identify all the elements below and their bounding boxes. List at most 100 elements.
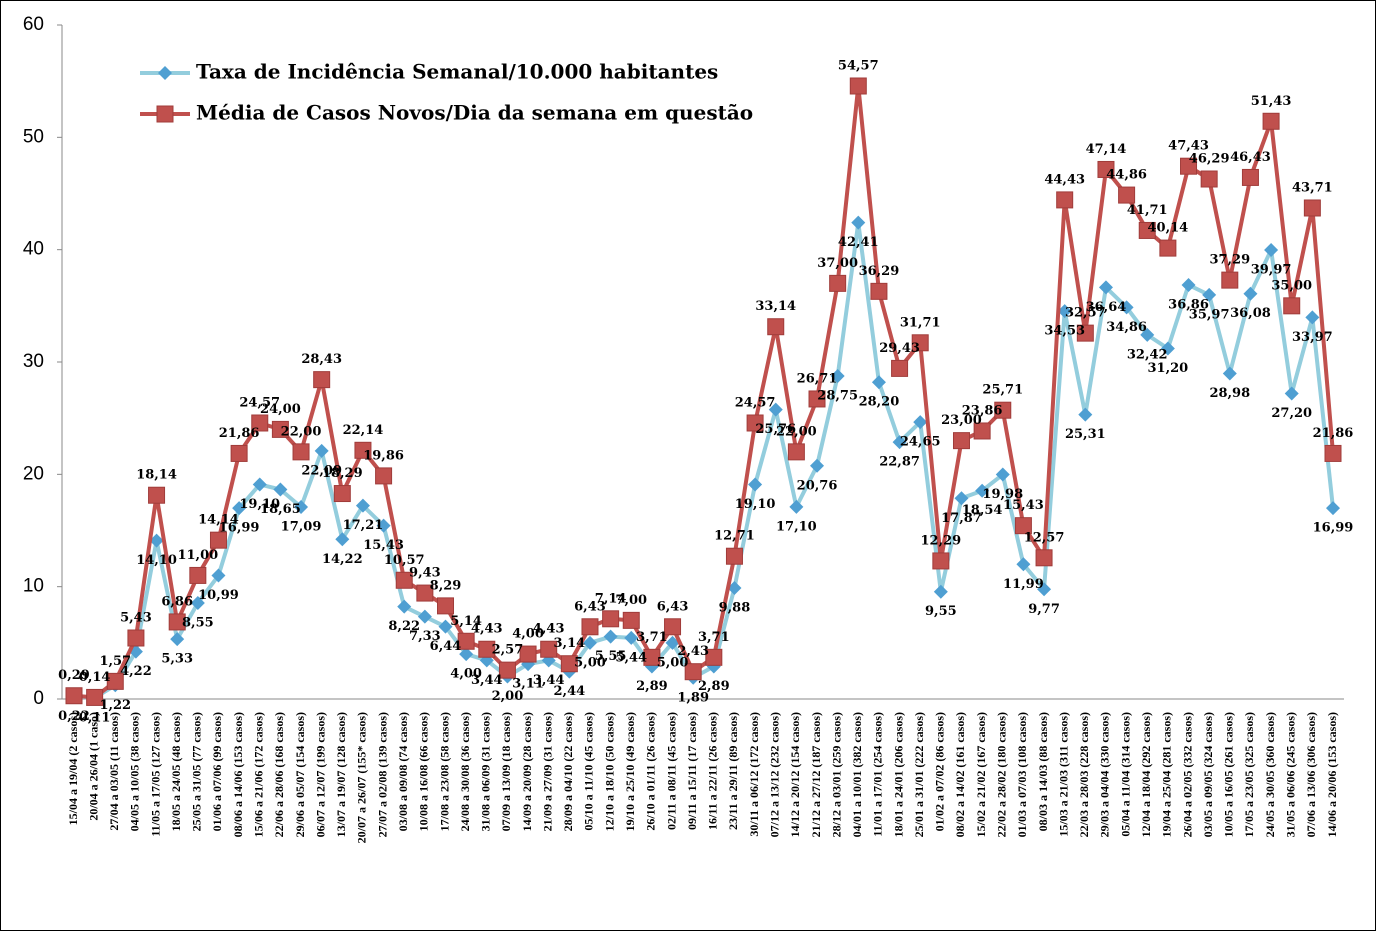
data-label: 4,00 (512, 627, 544, 642)
data-label: 6,86 (161, 594, 193, 609)
x-tick-label: 11/01 a 17/01 (254 casos) (871, 712, 885, 837)
x-tick-label: 31/08 a 06/09 (31 casos) (479, 712, 493, 831)
x-tick-label: 14/12 a 20/12 (154 casos) (788, 712, 802, 837)
data-label: 27,20 (1271, 406, 1312, 421)
point (560, 655, 578, 673)
legend-label: Taxa de Incidência Semanal/10.000 habita… (196, 60, 718, 84)
data-label: 11,99 (1003, 577, 1044, 592)
x-tick-label: 03/08 a 09/08 (74 casos) (396, 712, 410, 831)
point (1241, 168, 1259, 186)
point (994, 401, 1012, 419)
data-label: 7,33 (409, 629, 441, 644)
point (582, 635, 597, 650)
data-label: 0,29 (58, 668, 90, 683)
data-label: 12,71 (714, 529, 755, 544)
point (810, 458, 825, 473)
point (1016, 557, 1031, 572)
data-label: 36,29 (859, 264, 900, 279)
point (1221, 271, 1239, 289)
data-label: 0,22 (58, 709, 90, 724)
point (1159, 239, 1177, 257)
data-label: 24,65 (900, 435, 941, 450)
point (808, 390, 826, 408)
data-label: 28,43 (301, 352, 342, 367)
x-tick-label: 07/12 a 13/12 (232 casos) (767, 712, 781, 837)
point (313, 371, 331, 389)
data-label: 17,09 (281, 520, 322, 535)
y-tick-label: 10 (23, 576, 44, 597)
x-tick-label: 05/10 a 11/10 (45 casos) (582, 712, 596, 831)
data-label: 54,57 (838, 58, 879, 73)
point (170, 632, 185, 647)
point (581, 618, 599, 636)
point (292, 443, 310, 461)
point (230, 444, 248, 462)
point (314, 443, 329, 458)
x-tick-label: 14/09 a 20/09 (28 casos) (520, 712, 534, 831)
point (933, 584, 948, 599)
x-tick-label: 02/11 a 08/11 (45 casos) (664, 712, 678, 830)
data-label: 32,42 (1127, 347, 1168, 362)
data-label: 42,41 (838, 235, 879, 250)
x-tick-label: 07/09 a 13/09 (18 casos) (499, 712, 513, 831)
data-label: 5,55 (595, 649, 627, 664)
data-label: 24,57 (735, 395, 776, 410)
point (1035, 549, 1053, 567)
data-label: 34,53 (1044, 324, 1085, 339)
data-label: 29,43 (879, 341, 920, 356)
data-label: 6,44 (430, 639, 462, 654)
point (1262, 112, 1280, 130)
point (789, 499, 804, 514)
point (1180, 157, 1198, 175)
point (437, 597, 455, 615)
data-label: 28,98 (1209, 386, 1250, 401)
data-label: 47,43 (1168, 139, 1209, 154)
x-tick-label: 01/02 a 07/02 (86 casos) (933, 712, 947, 831)
x-tick-label: 24/05 a 30/05 (360 casos) (1263, 712, 1277, 837)
y-tick-label: 0 (33, 688, 44, 709)
x-tick-label: 03/05 a 09/05 (324 casos) (1201, 712, 1215, 837)
x-tick-label: 29/03 a 04/04 (330 casos) (1098, 712, 1112, 837)
x-tick-label: 19/10 a 25/10 (49 casos) (623, 712, 637, 831)
data-label: 25,31 (1065, 427, 1106, 442)
point (932, 552, 950, 570)
data-label: 0,11 (79, 710, 111, 725)
x-tick-label: 11/05 a 17/05 (127 casos) (148, 712, 162, 837)
x-tick-label: 09/11 a 15/11 (17 casos) (685, 712, 699, 830)
data-label: 1,89 (677, 690, 709, 705)
point (1326, 501, 1340, 516)
x-tick-label: 20/04 a 26/04 (1 caso) (86, 712, 100, 821)
point (211, 568, 226, 583)
data-label: 36,08 (1230, 306, 1271, 321)
data-label: 2,00 (492, 689, 524, 704)
point (1057, 304, 1072, 319)
data-label: 22,00 (281, 424, 322, 439)
x-tick-label: 12/10 a 18/10 (50 casos) (602, 712, 616, 831)
point (829, 274, 847, 292)
data-label: 19,86 (363, 448, 404, 463)
point (1243, 286, 1258, 301)
data-label: 2,43 (677, 644, 709, 659)
data-label: 8,29 (430, 578, 462, 593)
data-label: 19,10 (239, 497, 280, 512)
point (1284, 386, 1299, 401)
data-label: 22,00 (776, 424, 817, 439)
data-label: 2,44 (554, 684, 586, 699)
point (252, 477, 267, 492)
point (1303, 199, 1321, 217)
point (891, 359, 909, 377)
x-tick-label: 01/03 a 07/03 (108 casos) (1015, 712, 1029, 837)
x-tick-label: 28/12 a 03/01 (259 casos) (829, 712, 843, 837)
data-label: 37,29 (1209, 253, 1250, 268)
data-label: 22,87 (879, 455, 920, 470)
data-label: 22,14 (343, 423, 384, 438)
point (478, 640, 496, 658)
point (1076, 324, 1094, 342)
point (1078, 407, 1093, 422)
legend-marker (158, 66, 172, 80)
point (705, 648, 723, 666)
point (1160, 341, 1175, 356)
x-tick-label: 13/07 a 19/07 (128 casos) (334, 712, 348, 837)
